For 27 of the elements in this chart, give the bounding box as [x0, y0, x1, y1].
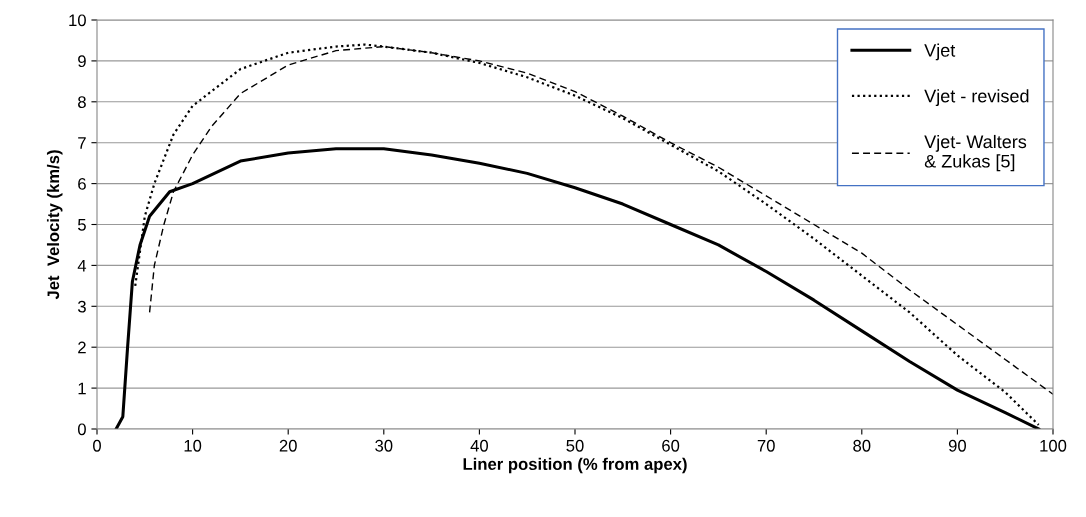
y-tick-label: 6 [78, 178, 86, 190]
x-tick-label: 10 [184, 439, 202, 452]
x-tick-label: 100 [1040, 439, 1067, 452]
y-tick-label: 5 [77, 219, 86, 231]
y-tick-label: 9 [78, 55, 86, 68]
x-tick-label: 40 [470, 439, 489, 452]
x-tick-label: 70 [757, 439, 775, 452]
y-tick-label: 3 [77, 300, 86, 313]
y-tick-label: 1 [78, 382, 86, 395]
x-tick-label: 20 [279, 439, 297, 452]
x-tick-label: 0 [93, 439, 101, 452]
x-tick-label: 60 [662, 439, 680, 452]
x-tick-label: 80 [853, 439, 871, 452]
y-tick-label: 4 [77, 259, 87, 272]
x-tick-label: 30 [375, 439, 393, 452]
x-tick-label: 90 [948, 439, 967, 452]
y-tick-label: 10 [69, 14, 86, 27]
legend-label: Vjet- Walters & Zukas [5] [924, 134, 1027, 172]
y-axis-title: Jet Velocity (km/s) [46, 150, 63, 300]
legend-label: Vjet - revised [924, 89, 1029, 107]
y-tick-label: 7 [78, 137, 86, 149]
x-tick-label: 50 [566, 439, 584, 452]
legend-label: Vjet [924, 43, 956, 61]
y-tick-label: 2 [78, 341, 86, 354]
x-axis-title: Liner position (% from apex) [463, 457, 687, 474]
y-tick-label: 8 [78, 96, 86, 108]
y-tick-label: 0 [77, 423, 86, 436]
